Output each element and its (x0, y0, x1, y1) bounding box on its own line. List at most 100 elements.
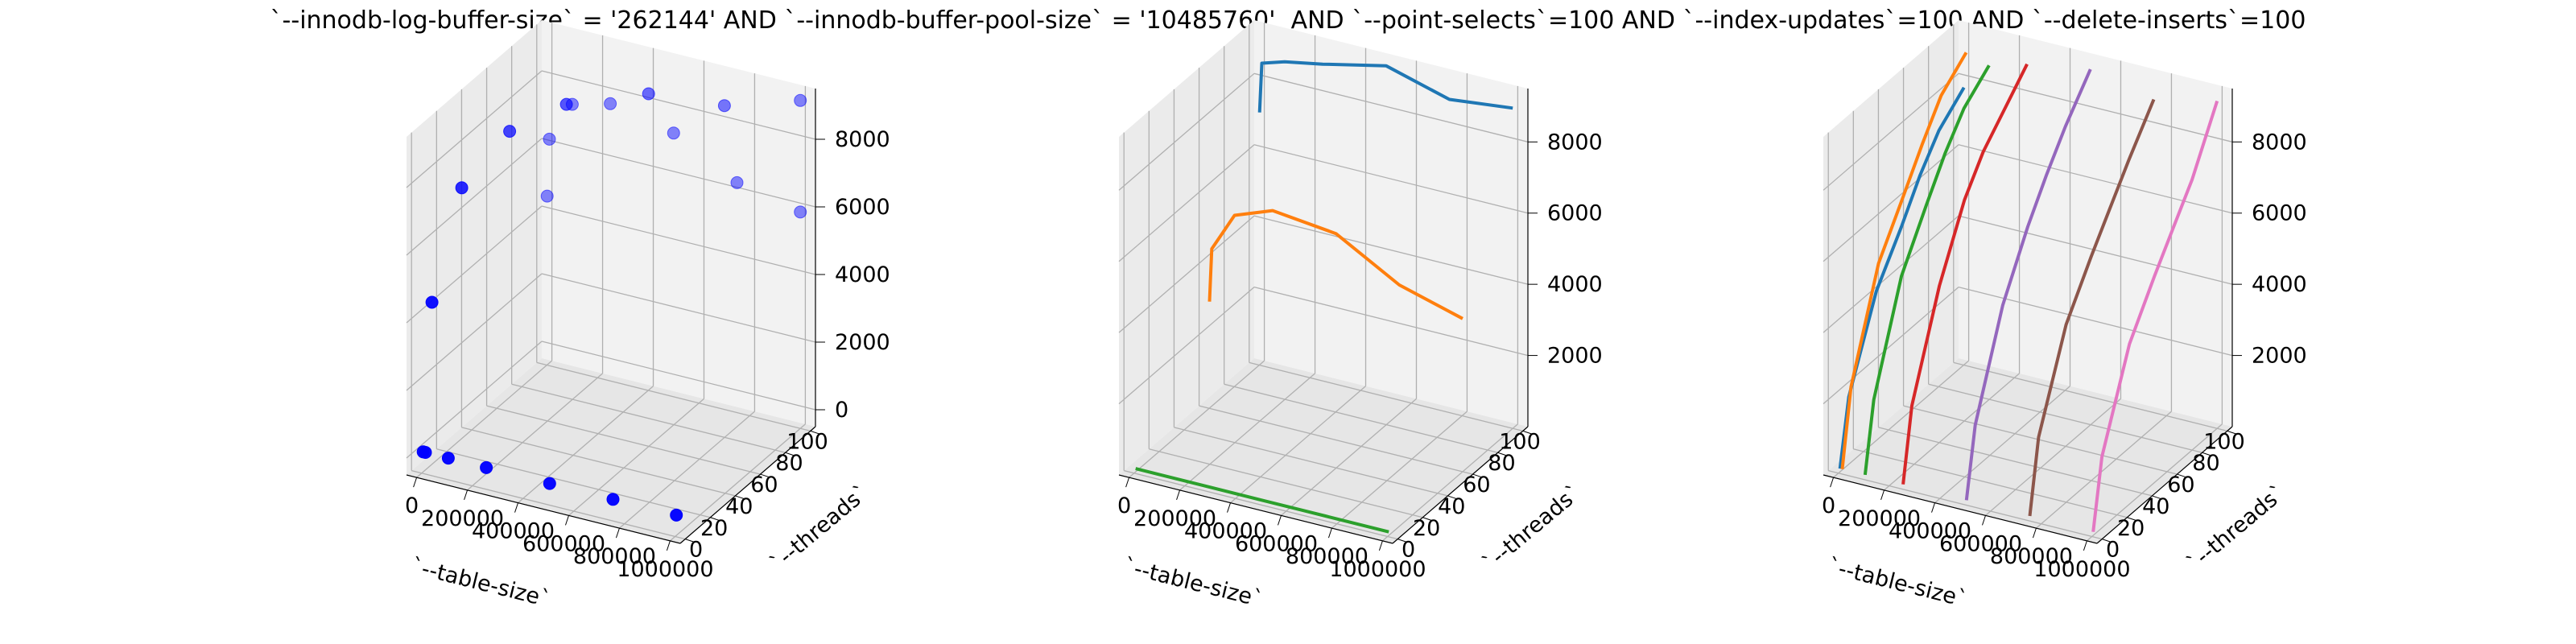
y-tick-label: 100 (2203, 429, 2245, 454)
x-tick-label: 200000 (1838, 506, 1921, 531)
grid-line-x (1281, 398, 1417, 516)
data-point (667, 126, 680, 140)
pane-floor (1119, 358, 1528, 543)
figure-suptitle: `--innodb-log-buffer-size` = '262144' AN… (270, 6, 2306, 35)
grid-line-x (1179, 373, 1315, 491)
data-point (480, 460, 493, 474)
grid-line-z (1253, 215, 1529, 285)
y-tick-label: 60 (1463, 473, 1490, 497)
y-axis-line (679, 426, 816, 544)
grid-line-y (1249, 361, 1523, 432)
z-tick-label: 6000 (1547, 201, 1603, 226)
y-axis-label: `--threads` (766, 480, 873, 576)
grid-line-x (2086, 423, 2223, 542)
z-tick-label: 8000 (2252, 130, 2307, 155)
x-tick-label: 800000 (1990, 544, 2073, 569)
grid-line-y (1124, 469, 1398, 540)
grid-line-z (406, 138, 543, 256)
y-tick-label: 40 (2142, 494, 2169, 519)
x-tick-label: 800000 (1286, 544, 1368, 569)
grid-line-z (1823, 144, 1959, 262)
x-tick-label: 600000 (522, 531, 605, 556)
x-axis-line (406, 474, 681, 544)
z-tick-label: 8000 (1547, 130, 1603, 155)
x-tick-label: 600000 (1235, 531, 1318, 556)
y-tick-label: 0 (689, 538, 703, 563)
data-point (441, 452, 455, 465)
grid-line-y (411, 469, 686, 540)
grid-line-x (619, 411, 755, 529)
series-line-4 (1901, 63, 2029, 485)
y-tick-label: 0 (1402, 538, 1415, 563)
x-tick-mark (1931, 502, 1935, 513)
y-tick-mark (685, 539, 696, 543)
x-axis-label: `--table-size` (1121, 554, 1265, 613)
pane-floor (407, 358, 815, 543)
data-point (642, 87, 655, 101)
grid-line-z (541, 138, 816, 208)
y-tick-mark (785, 452, 795, 456)
grid-line-x (2036, 411, 2172, 529)
data-point (604, 97, 617, 110)
z-tick-label: 6000 (835, 195, 890, 220)
y-tick-label: 0 (2106, 538, 2120, 563)
x-tick-mark (1176, 489, 1181, 501)
chart-panel-3: 0200000400000600000800000100000002040608… (1822, 20, 2307, 613)
data-point (717, 99, 731, 113)
y-tick-label: 20 (2117, 516, 2145, 541)
grid-line-z (1118, 287, 1255, 405)
grid-line-z (1253, 286, 1529, 357)
y-tick-mark (2202, 452, 2212, 456)
y-tick-mark (1422, 517, 1433, 522)
x-tick-mark (666, 540, 671, 551)
x-tick-label: 1000000 (2033, 557, 2130, 582)
y-tick-mark (735, 495, 745, 500)
grid-line-x (1129, 360, 1265, 478)
grid-line-y (486, 405, 761, 475)
x-tick-mark (1125, 477, 1130, 488)
x-tick-mark (464, 489, 469, 501)
grid-line-z (1823, 215, 1959, 333)
z-tick-label: 6000 (2252, 201, 2307, 226)
grid-line-y (1853, 448, 2128, 518)
grid-line-x (669, 423, 806, 542)
series-line-3 (1135, 467, 1389, 534)
x-axis-line (1118, 474, 1393, 544)
x-tick-label: 0 (1822, 493, 1835, 518)
grid-line-x (1884, 373, 2020, 491)
data-point (730, 175, 744, 189)
z-tick-label: 2000 (1547, 344, 1603, 369)
grid-line-y (1199, 405, 1473, 475)
chart-panel-1: 0200000400000600000800000100000002040608… (405, 20, 890, 613)
grid-line-z (1118, 144, 1255, 262)
grid-line-z (541, 205, 816, 275)
grid-line-x (1230, 386, 1366, 504)
series-line-3 (1863, 64, 1991, 476)
data-point (670, 508, 683, 522)
y-tick-label: 100 (786, 429, 828, 454)
grid-line-z (406, 70, 543, 188)
data-point (455, 181, 469, 195)
grid-line-z (406, 341, 543, 459)
x-tick-label: 0 (405, 493, 419, 518)
y-axis-line (2096, 426, 2233, 544)
grid-line-z (1958, 72, 2233, 142)
data-point (425, 295, 439, 309)
grid-line-x (1833, 360, 1970, 478)
x-tick-label: 1000000 (617, 557, 713, 582)
z-tick-label: 8000 (835, 127, 890, 152)
x-tick-label: 200000 (421, 506, 504, 531)
pane-back (1254, 20, 1528, 427)
data-point (540, 189, 554, 203)
y-axis-line (1392, 426, 1529, 544)
grid-line-z (541, 273, 816, 343)
grid-line-y (511, 383, 786, 453)
y-tick-mark (1522, 430, 1533, 435)
grid-line-y (461, 427, 736, 497)
y-tick-mark (2227, 430, 2237, 435)
x-tick-label: 800000 (573, 544, 656, 569)
grid-line-z (1253, 72, 1529, 142)
grid-line-y (1903, 405, 2178, 475)
x-tick-mark (2032, 527, 2037, 539)
